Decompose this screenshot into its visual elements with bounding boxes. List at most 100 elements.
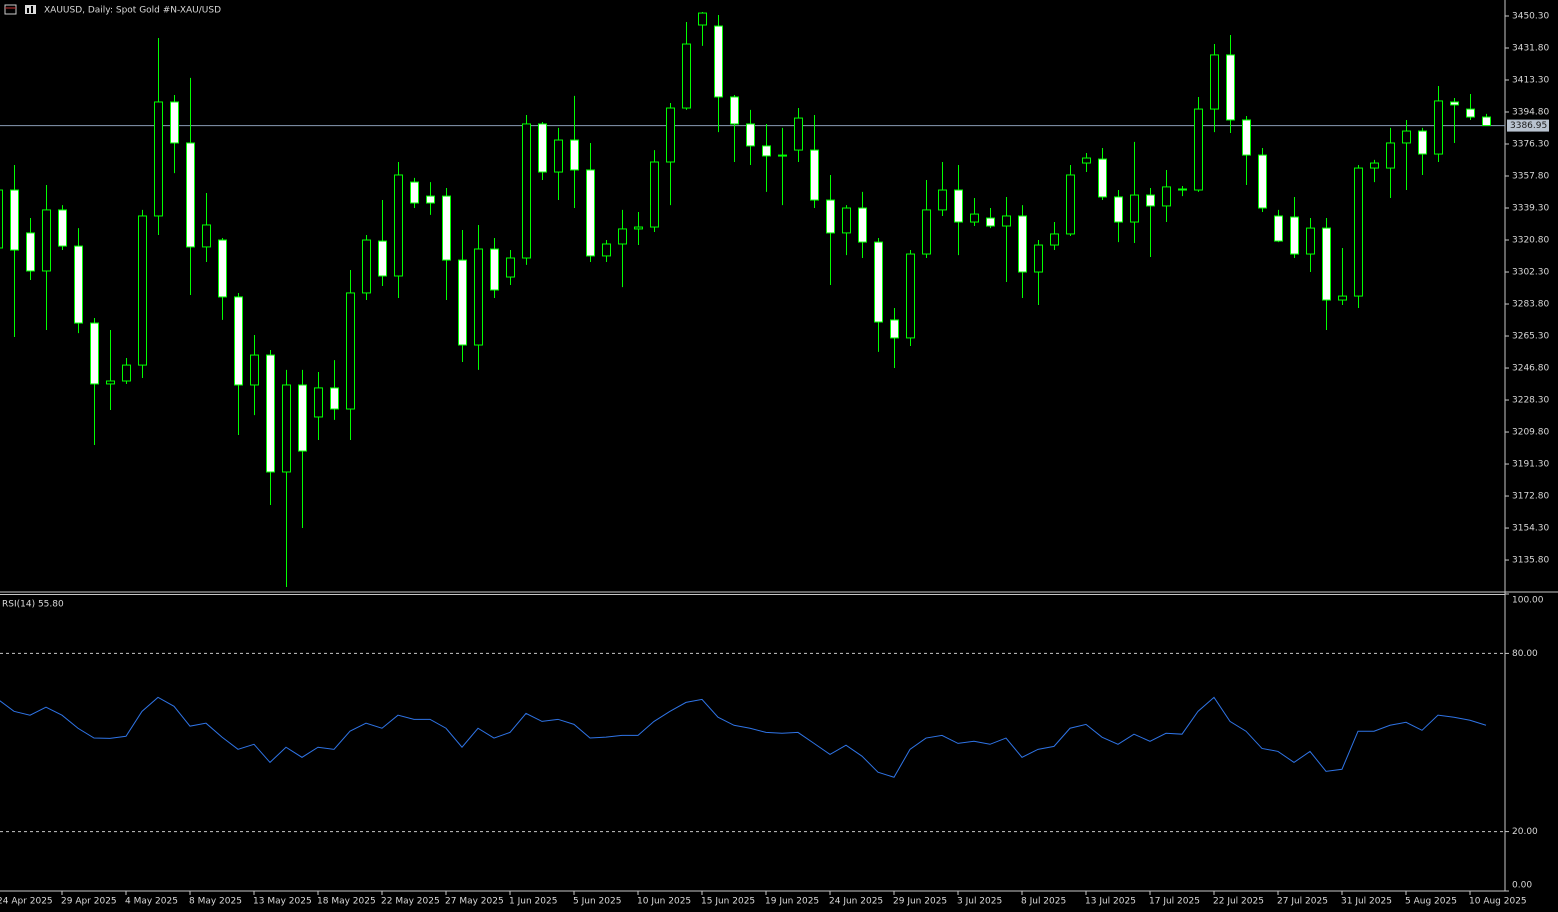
candle-body [970,213,979,223]
icon [25,5,36,14]
candle-body [650,161,659,228]
candle-body [1466,108,1475,118]
candle-body [474,248,483,346]
x-tick-label: 27 Jul 2025 [1277,897,1328,907]
candle-body [506,257,515,278]
x-tick-label: 29 Jun 2025 [893,897,947,907]
y-tick-label: 3265.30 [1512,332,1549,342]
candle-body [1322,227,1331,301]
candle-body [538,123,547,173]
candle-body [858,207,867,243]
candle-body [890,319,899,339]
candle-body [570,139,579,171]
candle-body [522,123,531,259]
candle-body [410,181,419,204]
candle-body [218,239,227,298]
x-tick-label: 31 Jul 2025 [1341,897,1392,907]
y-tick-label: 3135.80 [1512,556,1549,566]
price-tag-label: 3386.95 [1510,121,1547,131]
x-tick-label: 13 Jul 2025 [1085,897,1136,907]
candle-body [842,207,851,234]
candle-body [1066,174,1075,235]
candle-body [426,195,435,204]
candle-body [266,354,275,473]
candle-body [298,384,307,452]
candle-body [1178,188,1187,191]
x-tick-label: 4 May 2025 [125,897,178,907]
candle-body [794,117,803,151]
x-tick-label: 3 Jul 2025 [957,897,1002,907]
x-tick-label: 15 Jun 2025 [701,897,755,907]
y-tick-label: 3154.30 [1512,524,1549,534]
y-tick-label: 3376.30 [1512,140,1549,150]
candle-body [1098,158,1107,198]
y-tick-label: 3357.80 [1512,172,1549,182]
candle-body [154,101,163,217]
candle-body [458,259,467,346]
candle-body [362,239,371,294]
candle-body [1450,101,1459,106]
candle-body [698,12,707,26]
indicator-title: RSI(14) 55.80 [2,600,64,610]
candle-body [42,209,51,272]
candle-body [74,245,83,324]
candle-body [618,228,627,245]
x-tick-label: 17 Jul 2025 [1149,897,1200,907]
candle-body [1242,119,1251,156]
candle-body [90,322,99,385]
candle-body [250,354,259,386]
y-tick-label: 3431.80 [1512,44,1549,54]
candle-body [906,253,915,339]
candle-body [58,209,67,247]
candle-body [1130,194,1139,223]
candle-body [186,142,195,248]
candle-body [778,154,787,157]
candle-body [0,189,3,249]
candle-body [1434,100,1443,155]
candle-body [330,387,339,410]
candle-body [234,296,243,386]
candle-body [810,149,819,201]
x-tick-label: 5 Jun 2025 [573,897,621,907]
y-tick-label: 0.00 [1512,881,1532,891]
candle-body [1018,215,1027,273]
y-tick-label: 3172.80 [1512,492,1549,502]
candle-body [106,380,115,385]
candle-body [1258,154,1267,209]
candle-body [346,292,355,410]
candle-body [1354,167,1363,297]
candle-body [986,217,995,227]
x-tick-label: 22 Jul 2025 [1213,897,1264,907]
candle-body [1402,130,1411,144]
candle-body [378,240,387,277]
y-tick-label: 3394.80 [1512,108,1549,118]
candle-body [730,96,739,125]
candle-body [666,107,675,163]
y-tick-label: 3320.80 [1512,236,1549,246]
candle-body [826,199,835,234]
x-tick-label: 29 Apr 2025 [61,897,117,907]
candle-body [282,384,291,473]
icon [27,8,29,13]
x-tick-label: 18 May 2025 [317,897,376,907]
y-tick-label: 3450.30 [1512,12,1549,22]
x-tick-label: 22 May 2025 [381,897,440,907]
candle-body [922,209,931,255]
y-tick-label: 3283.80 [1512,300,1549,310]
candle-body [1418,130,1427,155]
x-tick-label: 8 May 2025 [189,897,242,907]
candle-body [138,215,147,366]
candle-body [746,123,755,147]
candle-body [10,189,19,251]
x-tick-label: 13 May 2025 [253,897,312,907]
candle-body [1194,108,1203,191]
candle-body [682,43,691,109]
candle-body [202,224,211,248]
candle-body [634,226,643,230]
candle-body [1306,227,1315,255]
candle-body [762,145,771,157]
y-tick-label: 3302.30 [1512,268,1549,278]
y-tick-label: 20.00 [1512,827,1538,837]
